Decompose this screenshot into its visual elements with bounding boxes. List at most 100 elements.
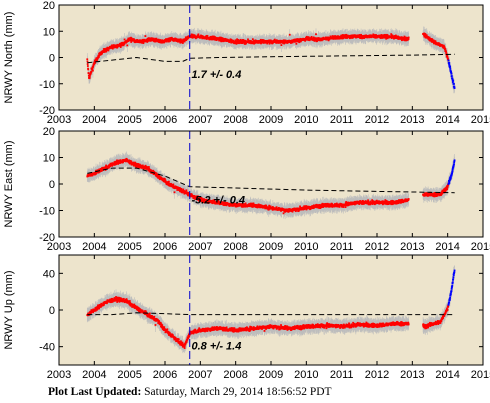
data-point [88, 77, 91, 80]
data-point [268, 42, 271, 45]
data-point [275, 39, 278, 42]
data-point [266, 42, 269, 45]
data-point [453, 87, 456, 89]
data-point [340, 34, 343, 37]
data-point [180, 39, 183, 42]
data-point [329, 35, 332, 38]
data-point [447, 59, 450, 62]
data-point [220, 36, 222, 39]
data-point [130, 41, 133, 43]
data-point [93, 62, 96, 65]
x-tick-label: 2012 [365, 114, 389, 126]
data-point [142, 38, 145, 41]
data-point [156, 40, 159, 43]
offset-annotation: 1.7 +/- 0.4 [192, 69, 242, 81]
data-point [452, 79, 455, 82]
data-point [178, 38, 181, 41]
data-point [86, 65, 89, 67]
data-point [94, 61, 97, 64]
data-point [361, 37, 363, 40]
data-point [432, 39, 435, 42]
data-point [159, 39, 162, 41]
data-point [166, 40, 168, 43]
data-point [263, 40, 266, 42]
data-point [119, 42, 122, 45]
data-point [322, 38, 324, 41]
data-point [103, 51, 106, 53]
data-point [179, 41, 182, 44]
data-point [449, 66, 451, 68]
data-point [449, 69, 452, 72]
data-point [127, 40, 129, 43]
data-point [345, 33, 348, 36]
data-point [363, 37, 366, 39]
data-point [111, 47, 114, 50]
data-point [224, 37, 227, 40]
data-point [260, 42, 262, 45]
data-point [268, 41, 271, 44]
data-point [96, 58, 99, 61]
data-point [403, 37, 405, 40]
data-point [382, 36, 385, 39]
y-tick-label: -20 [39, 105, 55, 117]
data-point [315, 38, 318, 41]
data-point [112, 44, 115, 46]
data-point [126, 44, 129, 47]
data-point [288, 33, 291, 36]
data-point [167, 40, 170, 43]
data-point [444, 48, 447, 51]
data-point [123, 43, 126, 45]
data-point [122, 44, 125, 47]
data-point [91, 67, 94, 70]
data-point [190, 33, 193, 36]
data-point [334, 37, 337, 40]
data-point [244, 41, 246, 44]
data-point [380, 37, 382, 39]
data-point [86, 60, 89, 63]
data-point [208, 38, 211, 41]
data-point [98, 55, 100, 58]
data-point [86, 58, 89, 61]
data-point [251, 38, 254, 41]
x-tick-label: 2005 [117, 114, 141, 126]
data-point [295, 42, 298, 45]
data-point [236, 38, 238, 41]
data-point [104, 48, 106, 50]
data-point [223, 38, 226, 40]
data-point [239, 40, 241, 43]
data-point [205, 38, 208, 40]
data-point [445, 51, 447, 53]
data-point [184, 36, 187, 39]
data-point [453, 85, 456, 88]
data-point [312, 36, 315, 39]
x-tick-label: 2010 [294, 114, 318, 126]
x-tick-label: 2004 [82, 114, 106, 126]
y-tick-label: 10 [43, 26, 55, 38]
data-point [123, 38, 126, 41]
data-point [92, 65, 94, 68]
data-point [90, 71, 92, 74]
x-tick-label: 2014 [435, 114, 459, 126]
x-tick-label: 2009 [259, 114, 283, 126]
data-point [446, 54, 449, 57]
data-point [206, 35, 209, 38]
data-point [247, 38, 249, 41]
data-point [127, 37, 130, 40]
data-point [450, 75, 453, 77]
data-point [308, 39, 311, 42]
data-point [393, 37, 396, 39]
data-point [331, 37, 334, 40]
data-point [351, 34, 354, 37]
y-tick-label: -10 [39, 79, 55, 91]
data-point [290, 41, 293, 44]
data-point [183, 40, 186, 43]
data-point [450, 72, 453, 75]
data-point [213, 35, 215, 38]
x-tick-label: 2003 [47, 114, 71, 126]
data-point [211, 35, 214, 38]
y-tick-label: 0 [49, 53, 55, 65]
data-point [161, 41, 164, 44]
data-point [157, 38, 160, 41]
data-point [96, 59, 98, 62]
